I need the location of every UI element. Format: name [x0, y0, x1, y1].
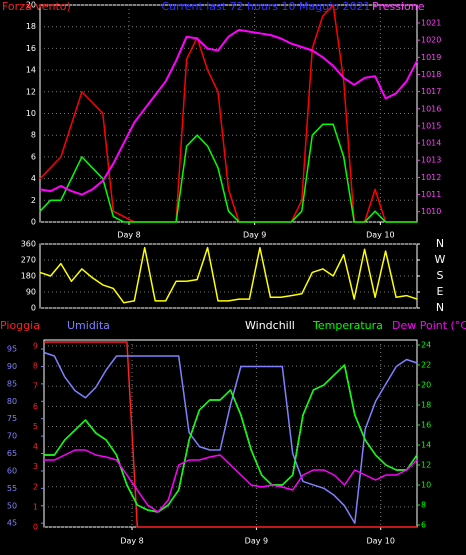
y-tick-label: 5	[33, 422, 38, 431]
y-tick-label: 1015	[421, 121, 441, 130]
y-tick-label: 7	[33, 382, 38, 391]
y-tick-label: 45	[7, 519, 17, 528]
y-tick-label: 360	[21, 240, 36, 249]
x-tick-label: Day 9	[245, 537, 268, 546]
y-tick-label: 270	[21, 256, 36, 265]
y-tick-label: 80	[7, 397, 17, 406]
plot-frame	[43, 339, 418, 528]
y-axis-label: Forza vento)	[2, 0, 71, 13]
y-tick-label: 14	[26, 66, 36, 75]
y-tick-label: 10	[421, 481, 431, 490]
series-line	[44, 364, 418, 513]
y-tick-label: 1016	[421, 104, 441, 113]
y-tick-label: 8	[33, 362, 38, 371]
y-tick-label: N	[436, 237, 444, 250]
legend-entry: Dew Point (°C)	[392, 319, 466, 332]
y-tick-label: 75	[7, 414, 17, 423]
y-tick-label: 3	[33, 462, 38, 471]
y-tick-label: 60	[7, 466, 17, 475]
y-tick-label: 4	[33, 442, 38, 451]
y-tick-label: S	[437, 269, 444, 282]
y-tick-label: 2	[33, 482, 38, 491]
y-tick-label: 18	[26, 22, 36, 31]
series-line	[44, 341, 417, 528]
y-tick-label: 24	[421, 341, 431, 350]
series-line	[39, 246, 418, 304]
axis-title: Current last 72 hours 10 Maggio 2021	[161, 0, 370, 13]
y-tick-label: 1020	[421, 36, 441, 45]
series-line	[39, 28, 418, 196]
series-line	[44, 364, 418, 513]
y-tick-label: 1	[33, 502, 38, 511]
y-tick-label: 1013	[421, 156, 441, 165]
y-tick-label: 8	[421, 501, 426, 510]
y-tick-label: 0	[31, 304, 36, 313]
y-tick-label: E	[437, 285, 444, 298]
x-tick-label: Day 10	[366, 231, 395, 240]
y-tick-label: 8	[31, 131, 36, 140]
y-tick-label: 1017	[421, 87, 441, 96]
y-tick-label: 1021	[421, 19, 441, 28]
y-tick-label: 1018	[421, 70, 441, 79]
y-tick-label: 12	[421, 461, 431, 470]
y-tick-label: 90	[26, 288, 36, 297]
y-tick-label: 85	[7, 379, 17, 388]
y-tick-label: 20	[421, 381, 431, 390]
y-tick-label: 9	[33, 342, 38, 351]
y-tick-label: 55	[7, 484, 17, 493]
legend-entry: Umidita	[67, 319, 110, 332]
y-tick-label: 10	[26, 109, 36, 118]
y-tick-label: 16	[26, 44, 36, 53]
x-tick-label: Day 10	[366, 537, 395, 546]
x-tick-label: Day 8	[120, 537, 143, 546]
y-tick-label: 50	[7, 501, 17, 510]
y-tick-label: 180	[21, 272, 36, 281]
legend-entry: Temperatura	[312, 319, 383, 332]
y-tick-label: 95	[7, 345, 17, 354]
y-tick-label: 1019	[421, 53, 441, 62]
y-tick-label: 18	[421, 401, 431, 410]
y-tick-label: 1011	[421, 190, 441, 199]
y-tick-label: 2	[31, 196, 36, 205]
y-tick-label: W	[435, 253, 446, 266]
y-tick-label: 1010	[421, 207, 441, 216]
y-tick-label: 12	[26, 87, 36, 96]
y-tick-label: 1012	[421, 173, 441, 182]
series-line	[39, 123, 417, 223]
y-tick-label: 70	[7, 432, 17, 441]
series-line	[43, 351, 418, 524]
y-tick-label: 0	[33, 523, 38, 532]
y-tick-label: 0	[31, 218, 36, 227]
y-tick-label: N	[436, 301, 444, 314]
y-tick-label: 4	[31, 174, 36, 183]
y-tick-label: 90	[7, 362, 17, 371]
series-line	[44, 449, 418, 513]
y-tick-label: 65	[7, 449, 17, 458]
y-tick-label: 6	[31, 152, 36, 161]
y-tick-label: 6	[33, 402, 38, 411]
y2-axis-label: Pressione	[372, 0, 425, 13]
x-tick-label: Day 9	[243, 231, 266, 240]
y-tick-label: 6	[421, 521, 426, 530]
y-tick-label: 20	[26, 1, 36, 10]
y-tick-label: 1014	[421, 139, 441, 148]
legend-entry: Pioggia	[0, 319, 40, 332]
y-tick-label: 14	[421, 441, 431, 450]
x-tick-label: Day 8	[117, 231, 140, 240]
y-tick-label: 22	[421, 361, 431, 370]
legend-entry: Windchill	[245, 319, 295, 332]
y-tick-label: 16	[421, 421, 431, 430]
